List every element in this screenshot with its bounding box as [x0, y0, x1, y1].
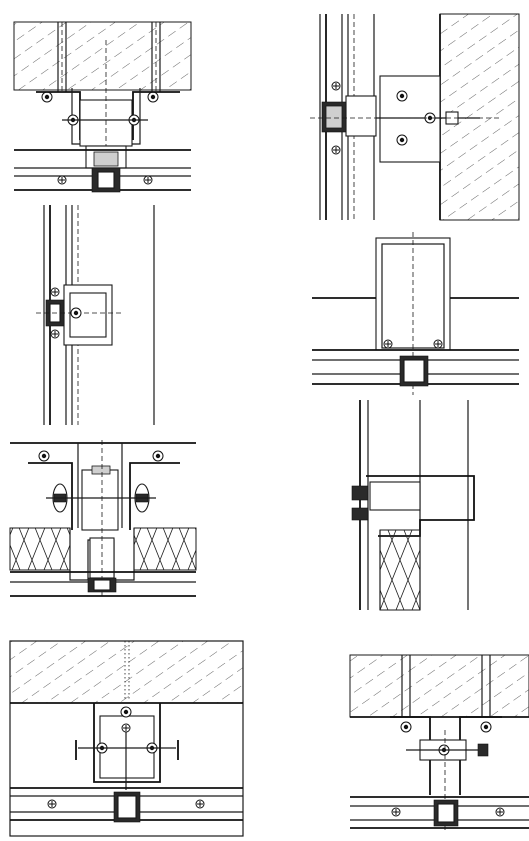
detail-middle-right — [312, 232, 519, 395]
concrete-slab — [13, 21, 192, 91]
detail-top-left — [13, 21, 192, 193]
detail-top-right — [310, 13, 520, 221]
detail-bottom-right — [349, 654, 529, 830]
detail-bottom-left — [9, 640, 244, 837]
detail-middle-left — [36, 205, 155, 425]
detail-lower-left — [9, 440, 197, 597]
detail-lower-right — [351, 400, 475, 611]
